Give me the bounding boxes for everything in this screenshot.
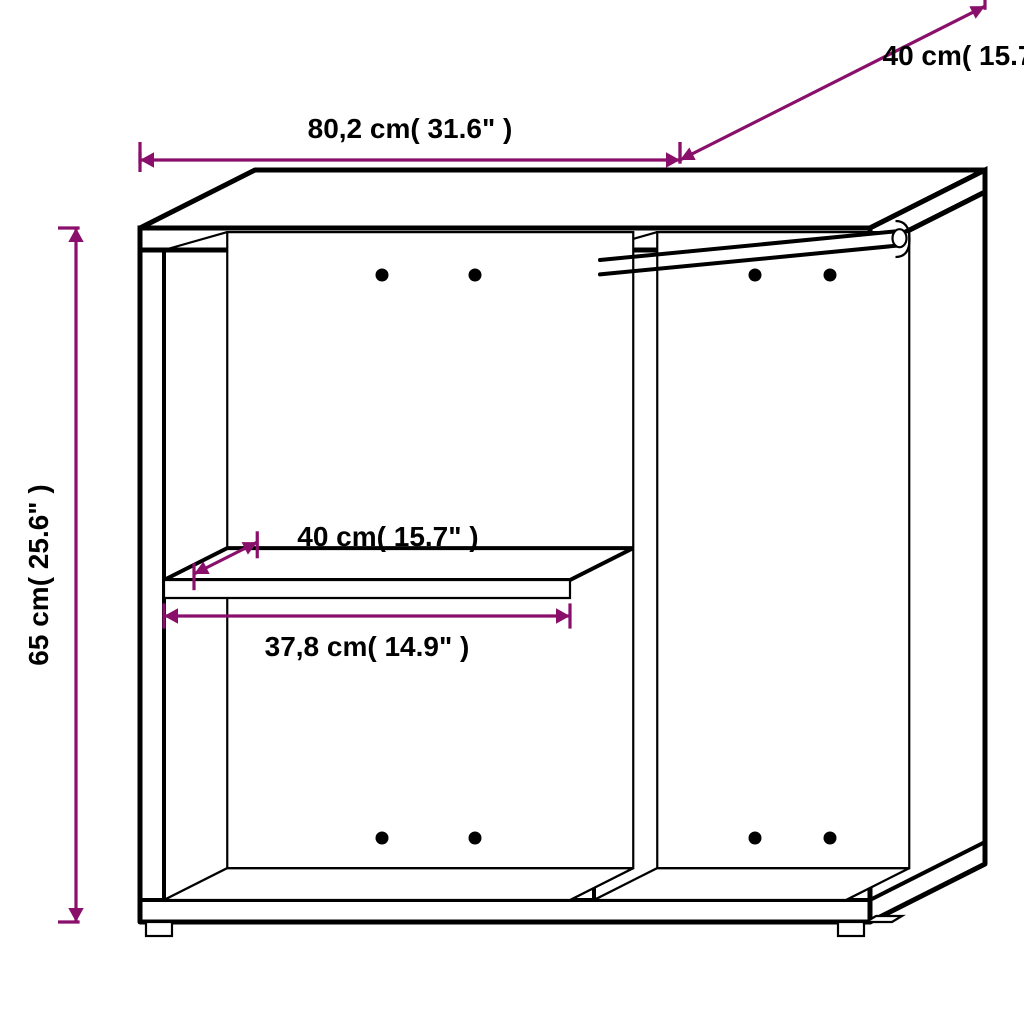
shelf-depth-label: 40 cm( 15.7" ) [297,521,478,552]
shelf-width-label: 37,8 cm( 14.9" ) [265,631,470,662]
cabinet-diagram [140,170,985,936]
width-label: 80,2 cm( 31.6" ) [308,113,513,144]
depth-label: 40 cm( 15.7" ) [883,40,1024,71]
height-label: 65 cm( 25.6" ) [23,484,54,665]
